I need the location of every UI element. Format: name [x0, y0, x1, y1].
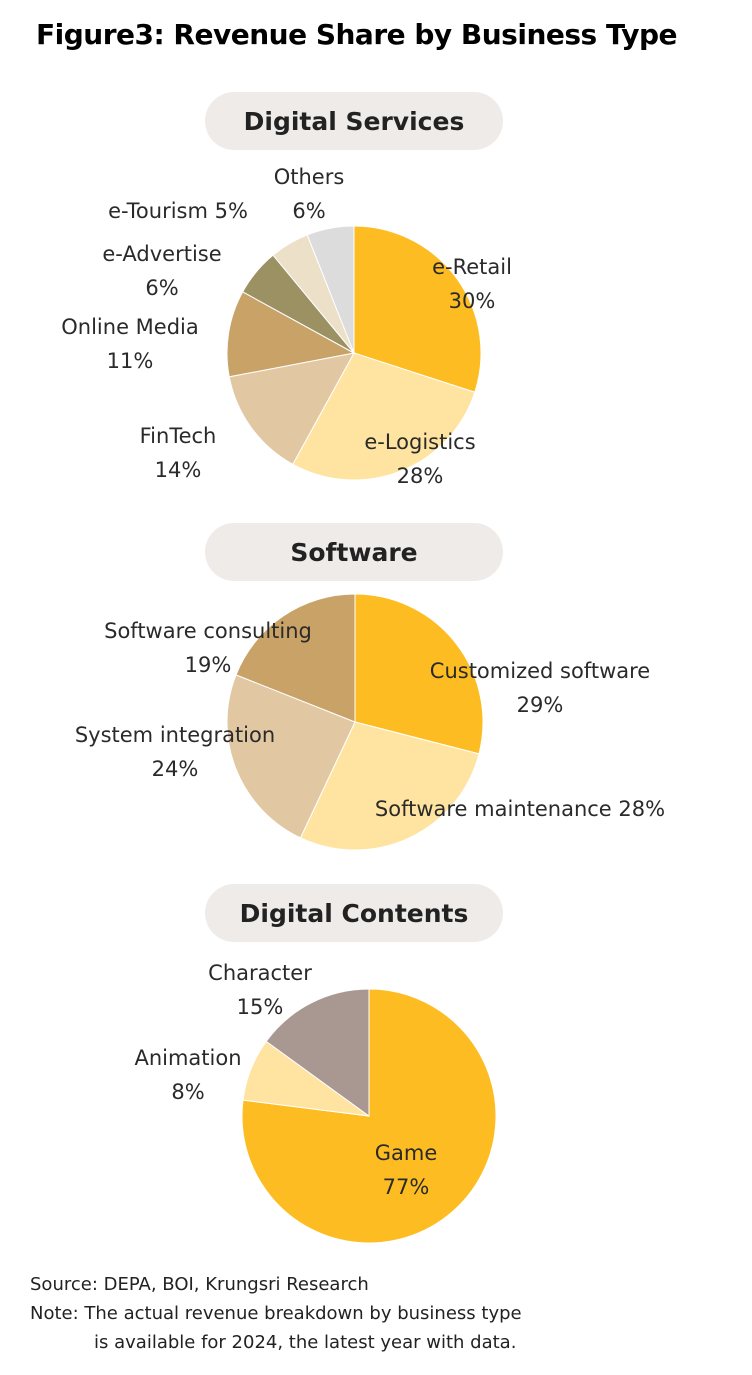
slice-label-online-media: Online Media 11% — [61, 315, 198, 373]
source-note: Source: DEPA, BOI, Krungsri Research — [30, 1274, 369, 1295]
slice-label-fintech: FinTech 14% — [140, 424, 217, 482]
slice-label-character: Character 15% — [208, 961, 312, 1019]
slice-label-e-tourism: e-Tourism 5% — [108, 199, 248, 223]
digital-services-header: Digital Services — [205, 92, 503, 150]
figure-footer: Source: DEPA, BOI, Krungsri Research Not… — [30, 1270, 522, 1357]
pie-slice-e-retail — [353, 225, 482, 393]
pie-slice-fintech — [228, 352, 355, 465]
figure-title: Figure3: Revenue Share by Business Type — [36, 18, 678, 51]
pie-slice-system-integration — [226, 674, 356, 839]
pie-slice-e-logistics — [292, 352, 476, 481]
slice-label-software-consulting: Software consulting 19% — [104, 619, 312, 677]
slice-label-e-retail: e-Retail 30% — [432, 255, 512, 313]
software-header: Software — [205, 523, 503, 581]
digital-contents-pie-chart: Game 77% Animation 8% Character 15% — [134, 961, 497, 1244]
slice-label-software-maintenance: Software maintenance 28% — [375, 797, 665, 821]
slice-label-game: Game 77% — [375, 1141, 438, 1199]
slice-label-customized-software: Customized software 29% — [430, 659, 650, 717]
data-note-line-1: Note: The actual revenue breakdown by bu… — [30, 1303, 522, 1324]
pie-slice-software-consulting — [235, 593, 356, 723]
data-note-line-2: is available for 2024, the latest year w… — [94, 1332, 517, 1353]
pie-slice-game — [241, 988, 497, 1244]
slice-label-animation: Animation 8% — [134, 1046, 241, 1104]
digital-contents-header: Digital Contents — [205, 884, 503, 942]
software-pie-chart: Customized software 29% Software maintenan… — [75, 593, 665, 851]
pie-slice-character — [265, 988, 370, 1117]
pie-slice-customized-software — [354, 593, 484, 755]
pie-slice-online-media — [226, 291, 356, 378]
slice-label-others: Others 6% — [274, 165, 345, 223]
slice-label-system-integration: System integration 24% — [75, 723, 275, 781]
pie-slice-software-maintenance — [299, 721, 480, 851]
pie-slice-others — [306, 225, 355, 354]
slice-label-e-logistics: e-Logistics 28% — [364, 430, 475, 488]
digital-services-pie-chart: e-Retail 30% e-Logistics 28% FinTech 14% Onlin… — [61, 165, 512, 488]
slice-label-e-advertise: e-Advertise 6% — [102, 242, 221, 300]
